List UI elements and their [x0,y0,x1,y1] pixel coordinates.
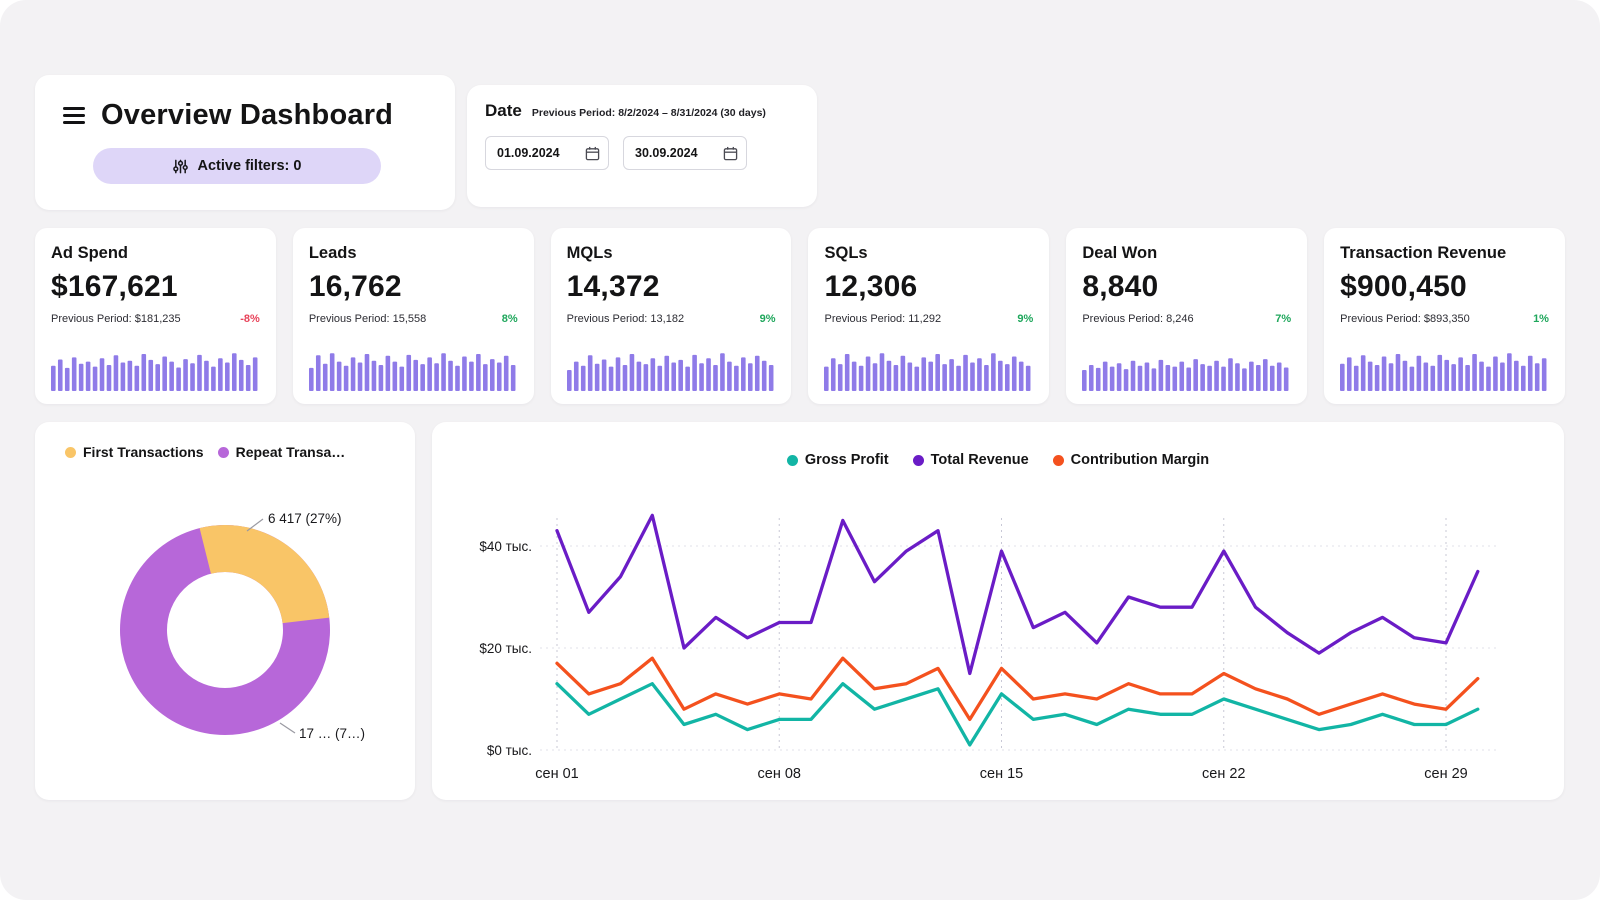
kpi-row: Ad Spend $167,621 Previous Period: $181,… [35,228,1565,404]
kpi-title: Ad Spend [51,244,128,262]
header-card: Overview Dashboard Active filters: 0 [35,75,455,210]
kpi-sparkline [1082,358,1289,391]
svg-text:сен 15: сен 15 [980,766,1023,782]
svg-text:сен 01: сен 01 [535,766,578,782]
kpi-sparkline [824,353,1031,391]
page-title: Overview Dashboard [101,99,394,131]
line-chart[interactable]: $0 тыс. $20 тыс. $40 тыс. сен 01 сен 08 сен 1… [432,480,1564,798]
donut-callout-repeat: 17 … (7…) [299,726,365,741]
transactions-donut-card: First Transactions Repeat Transa… 6 417 … [35,422,415,800]
kpi-sparkline [308,353,516,391]
svg-text:сен 29: сен 29 [1424,766,1467,782]
kpi-card-sqls: SQLs 12,306 Previous Period: 11,292 9% [808,228,1050,404]
kpi-title: Leads [308,244,357,262]
legend-label: First Transactions [83,444,204,460]
kpi-delta: 1% [1533,313,1549,325]
end-date-field[interactable] [623,136,747,170]
kpi-card-transaction-revenue: Transaction Revenue $900,450 Previous Pe… [1324,228,1565,404]
svg-text:сен 08: сен 08 [758,766,801,782]
kpi-previous-period: Previous Period: $893,350 [1340,313,1470,325]
kpi-card-mqls: MQLs 14,372 Previous Period: 13,182 9% [550,228,792,404]
previous-period-range: Previous Period: 8/2/2024 – 8/31/2024 (3… [531,107,766,119]
kpi-sparkline [1340,353,1547,391]
kpi-value: 14,372 [566,270,660,303]
kpi-title: Deal Won [1082,244,1158,262]
legend-label: Repeat Transa… [235,444,346,460]
donut-callout-first: 6 417 (27%) [268,511,342,526]
legend-item-gross-profit[interactable]: Gross Profit [786,452,889,468]
kpi-previous-period: Previous Period: 15,558 [308,313,427,325]
kpi-card-deal-won: Deal Won 8,840 Previous Period: 8,246 7% [1066,228,1308,404]
first-transactions-dot-icon [65,446,76,458]
contribution-margin-dot-icon [1052,454,1064,466]
total-revenue-dot-icon [912,454,924,466]
donut-chart[interactable]: 6 417 (27%) 17 … (7…) [35,422,415,800]
end-date-input[interactable] [635,146,713,160]
donut-legend: First Transactions Repeat Transa… [65,444,345,460]
kpi-delta: 9% [1017,313,1034,325]
kpi-sparkline [51,353,258,391]
kpi-value: 8,840 [1082,270,1159,303]
end-date-calendar-icon[interactable] [723,146,738,161]
kpi-previous-period: Previous Period: $181,235 [51,313,181,325]
filter-sliders-icon [172,159,188,174]
start-date-input[interactable] [497,146,575,160]
kpi-card-leads: Leads 16,762 Previous Period: 15,558 8% [292,228,534,404]
kpi-previous-period: Previous Period: 13,182 [566,313,685,325]
kpi-value: 16,762 [308,270,402,303]
kpi-value: $167,621 [51,270,178,303]
kpi-value: $900,450 [1340,270,1467,303]
legend-item-first-transactions[interactable]: First Transactions [65,444,204,460]
active-filters-button[interactable]: Active filters: 0 [93,148,381,184]
start-date-calendar-icon[interactable] [585,146,600,161]
start-date-field[interactable] [485,136,609,170]
kpi-delta: -8% [240,313,260,325]
kpi-previous-period: Previous Period: 8,246 [1082,313,1194,325]
repeat-transactions-dot-icon [217,446,229,458]
kpi-title: SQLs [824,244,868,262]
kpi-sparkline [566,353,774,391]
kpi-title: Transaction Revenue [1340,244,1507,262]
kpi-value: 12,306 [824,270,918,303]
kpi-previous-period: Previous Period: 11,292 [824,313,942,325]
line-chart-legend: Gross Profit Total Revenue Contribution … [432,452,1564,468]
date-section-label: Date [485,101,522,120]
kpi-delta: 8% [501,313,518,325]
legend-item-repeat-transactions[interactable]: Repeat Transa… [217,444,346,460]
revenue-line-chart-card: Gross Profit Total Revenue Contribution … [432,422,1564,800]
kpi-delta: 9% [759,313,776,325]
active-filters-label: Active filters: 0 [197,158,302,174]
kpi-delta: 7% [1275,313,1292,325]
svg-text:$20 тыс.: $20 тыс. [479,641,532,656]
date-card: Date Previous Period: 8/2/2024 – 8/31/20… [467,85,817,207]
legend-item-total-revenue[interactable]: Total Revenue [912,452,1029,468]
kpi-card-ad-spend: Ad Spend $167,621 Previous Period: $181,… [35,228,276,404]
svg-text:сен 22: сен 22 [1202,766,1245,782]
legend-label: Contribution Margin [1070,452,1210,468]
legend-label: Total Revenue [930,452,1029,468]
legend-label: Gross Profit [804,452,889,468]
kpi-title: MQLs [566,244,613,262]
svg-text:$0 тыс.: $0 тыс. [487,743,532,758]
legend-item-contribution-margin[interactable]: Contribution Margin [1052,452,1210,468]
hamburger-menu-icon[interactable] [63,103,85,128]
svg-text:$40 тыс.: $40 тыс. [479,539,532,554]
gross-profit-dot-icon [786,454,798,466]
